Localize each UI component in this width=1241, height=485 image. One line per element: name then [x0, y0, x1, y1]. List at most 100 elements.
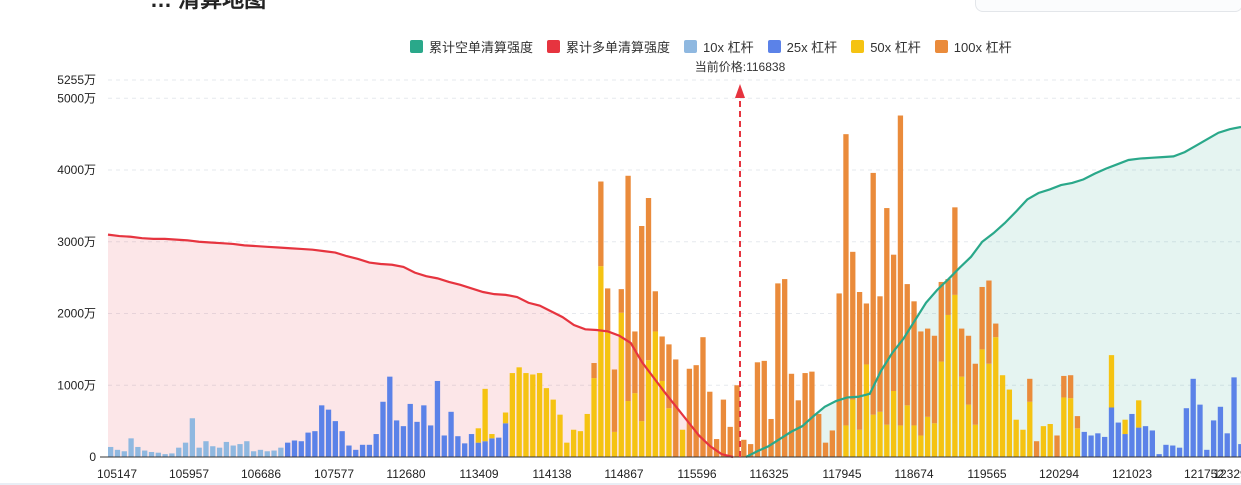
bar-lev50: [536, 373, 543, 457]
bar-lev100: [645, 198, 652, 361]
x-tick-label: 116325: [749, 467, 788, 481]
legend-item-10x[interactable]: 10x 杠杆: [684, 37, 754, 56]
legend-label: 25x 杠杆: [786, 40, 838, 55]
bar-lev100: [720, 399, 727, 457]
bar-lev25: [1210, 420, 1217, 457]
y-tick-label: 2000万: [57, 307, 96, 321]
x-tick-label: 12329: [1213, 467, 1241, 481]
bar-lev100: [925, 328, 931, 417]
bar-lev50: [999, 375, 1006, 457]
bar-lev10: [142, 450, 148, 457]
legend-item-50x[interactable]: 50x 杠杆: [851, 37, 921, 56]
bar-lev10: [121, 451, 127, 457]
bar-lev10: [230, 445, 236, 457]
current-price-arrow: [735, 84, 745, 98]
legend-swatch: [767, 40, 781, 53]
bar-lev25: [441, 435, 447, 457]
y-tick-label: 5255万: [57, 73, 96, 87]
bar-lev100: [843, 134, 849, 426]
bar-lev10: [148, 451, 155, 457]
x-tick-label: 105957: [169, 467, 209, 481]
bar-lev50: [863, 364, 870, 457]
legend-item-short-cum[interactable]: 累计空单清算强度: [410, 37, 533, 56]
bar-lev50: [904, 405, 910, 457]
bar-lev25: [393, 420, 400, 457]
legend-item-25x[interactable]: 25x 杠杆: [767, 37, 838, 56]
bar-lev25: [1176, 447, 1183, 457]
bar-lev25: [414, 421, 420, 457]
bar-lev50: [1122, 419, 1128, 435]
bar-lev100: [802, 373, 808, 457]
page-divider: [0, 483, 1241, 485]
bar-lev100: [693, 365, 699, 457]
bar-lev100: [713, 439, 720, 457]
bar-lev50: [1040, 426, 1047, 457]
bar-lev100: [856, 291, 863, 430]
search-box[interactable]: [975, 0, 1241, 12]
bar-lev100: [686, 368, 693, 457]
bar-lev50: [1074, 428, 1081, 457]
x-tick-label: 106686: [241, 467, 281, 481]
bar-lev10: [155, 452, 161, 457]
bar-lev50: [557, 414, 563, 457]
bar-lev50: [598, 266, 604, 457]
bar-lev50: [509, 373, 516, 457]
bar-lev10: [250, 451, 257, 457]
bar-lev100: [850, 251, 856, 400]
bar-lev100: [1067, 375, 1074, 399]
bar-lev10: [135, 446, 141, 457]
bar-lev25: [1204, 449, 1210, 457]
bar-lev50: [1020, 429, 1026, 457]
legend-swatch: [410, 40, 423, 53]
bar-lev25: [407, 403, 413, 457]
bar-lev50: [938, 361, 944, 457]
bar-lev25: [359, 444, 366, 457]
bar-lev50: [877, 411, 883, 457]
bar-lev10: [223, 441, 230, 457]
bar-lev25: [366, 444, 373, 457]
bar-lev25: [339, 431, 345, 457]
bar-lev10: [257, 449, 264, 457]
bar-lev50: [1136, 400, 1142, 428]
bar-lev100: [673, 359, 679, 457]
bar-lev10: [196, 447, 202, 457]
bar-lev100: [659, 336, 665, 381]
bar-lev25: [448, 411, 454, 457]
bar-lev50: [591, 378, 597, 457]
bar-lev100: [1061, 375, 1067, 398]
bar-lev50: [639, 421, 645, 457]
bar-lev100: [768, 418, 774, 457]
bar-lev50: [925, 416, 931, 457]
legend-swatch: [934, 40, 948, 53]
bar-lev100: [965, 335, 972, 405]
bar-lev50: [611, 431, 618, 457]
bar-lev50: [911, 425, 917, 457]
bar-lev50: [618, 312, 624, 457]
bar-lev25: [1224, 433, 1230, 457]
bar-lev50: [666, 408, 672, 457]
bar-lev50: [516, 367, 522, 457]
legend-item-long-cum[interactable]: 累计多单清算强度: [547, 37, 670, 56]
bar-lev25: [1183, 408, 1190, 457]
bar-lev100: [782, 279, 788, 457]
bar-lev25: [1156, 454, 1162, 457]
x-tick-label: 107577: [314, 467, 354, 481]
bar-lev25: [1136, 427, 1142, 457]
bar-lev25: [1170, 445, 1176, 457]
bar-lev25: [421, 405, 427, 457]
bar-lev10: [114, 449, 121, 457]
bar-lev50: [550, 399, 556, 457]
bar-lev50: [931, 423, 938, 457]
bar-lev25: [475, 442, 481, 457]
bar-lev50: [1061, 397, 1067, 457]
legend-label: 累计多单清算强度: [566, 40, 671, 55]
bar-lev25: [346, 445, 352, 457]
bar-lev100: [809, 371, 815, 457]
legend-swatch: [684, 40, 698, 53]
bar-lev100: [918, 331, 924, 436]
legend-item-100x[interactable]: 100x 杠杆: [934, 37, 1012, 56]
bar-lev50: [502, 412, 509, 424]
bar-lev50: [652, 331, 658, 457]
bar-lev25: [380, 401, 386, 457]
bar-lev100: [598, 181, 604, 267]
